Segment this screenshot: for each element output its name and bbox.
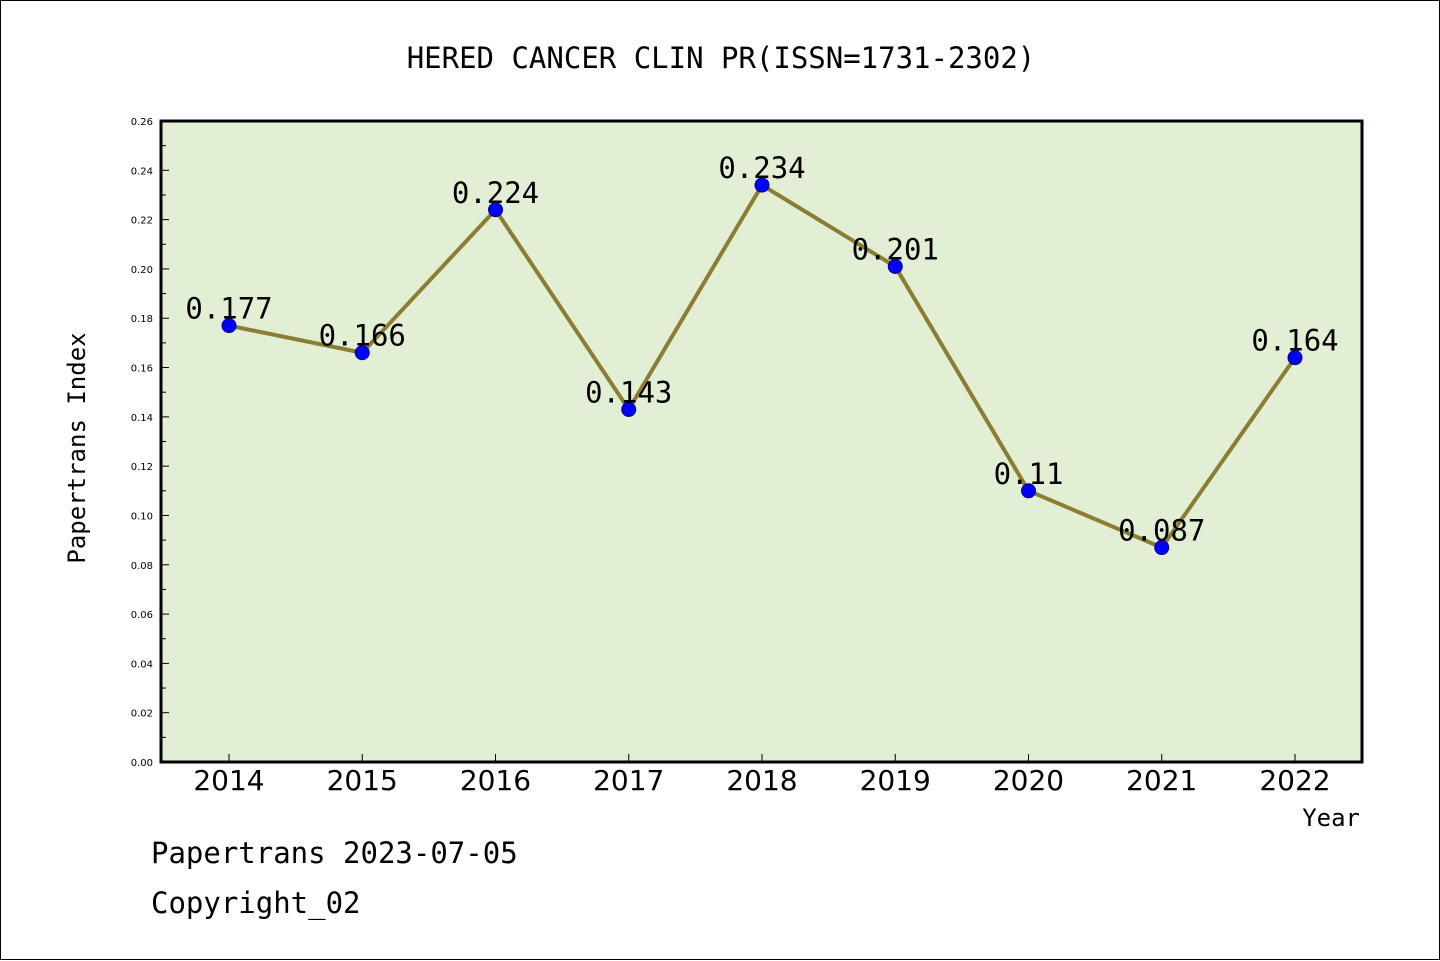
- data-point: [887, 258, 903, 274]
- y-tick-label: 0.02: [131, 709, 153, 720]
- data-point: [354, 345, 370, 361]
- footer-date: Papertrans 2023-07-05: [151, 836, 518, 870]
- y-tick-label: 0.10: [131, 511, 153, 522]
- y-tick-label: 0.00: [131, 758, 153, 769]
- y-tick-label: 0.26: [131, 117, 153, 128]
- data-label: 0.087: [1118, 514, 1205, 548]
- data-point: [621, 401, 637, 417]
- y-tick-label: 0.22: [131, 216, 153, 227]
- data-label: 0.234: [718, 151, 805, 185]
- y-axis-label: Papertrans Index: [63, 332, 91, 563]
- y-tick-label: 0.16: [131, 364, 153, 375]
- data-label: 0.224: [452, 176, 539, 210]
- data-point: [1154, 540, 1170, 556]
- y-tick-label: 0.24: [131, 166, 153, 177]
- data-point: [488, 202, 503, 218]
- y-tick-label: 0.18: [131, 314, 153, 325]
- footer-copyright: Copyright_02: [151, 886, 361, 920]
- data-label-layer: 0.177 0.166 0.224 0.143 0.234 0.201 0.11 0.087 0…: [185, 151, 1338, 547]
- y-tick-label: 0.14: [131, 413, 153, 424]
- data-point: [221, 318, 237, 334]
- series-layer: [221, 177, 1303, 556]
- x-tick-label: 2014: [193, 764, 264, 797]
- x-tick-label: 2015: [327, 764, 398, 797]
- y-axis: 0.00 0.02 0.04 0.06 0.08 0.10 0.12 0.14 0.16 0.18…: [131, 117, 169, 769]
- x-tick-label: 2020: [993, 764, 1064, 797]
- x-tick-label: 2021: [1126, 764, 1197, 797]
- y-tick-label: 0.20: [131, 265, 153, 276]
- data-point: [1021, 483, 1036, 499]
- data-label: 0.177: [185, 292, 272, 326]
- data-label: 0.201: [852, 232, 939, 266]
- chart-title: HERED CANCER CLIN PR(ISSN=1731-2302): [407, 41, 1036, 75]
- x-axis-label: Year: [1302, 804, 1360, 832]
- x-tick-label: 2016: [460, 764, 531, 797]
- data-label: 0.164: [1251, 324, 1338, 358]
- x-tick-label: 2017: [593, 764, 664, 797]
- y-tick-label: 0.04: [131, 659, 153, 670]
- y-tick-label: 0.06: [131, 610, 153, 621]
- x-tick-label: 2019: [860, 764, 931, 797]
- x-tick-label: 2018: [726, 764, 797, 797]
- x-axis: 2014 2015 2016 2017 2018 2019 2020 2021 2022: [193, 754, 1331, 797]
- data-point: [754, 177, 770, 193]
- x-tick-label: 2022: [1259, 764, 1330, 797]
- y-tick-label: 0.08: [131, 561, 153, 572]
- data-point: [1287, 350, 1303, 366]
- data-label: 0.11: [994, 457, 1064, 491]
- data-label: 0.143: [585, 375, 672, 409]
- plot-area: [159, 119, 1364, 764]
- y-tick-label: 0.12: [131, 462, 153, 473]
- data-label: 0.166: [319, 319, 406, 353]
